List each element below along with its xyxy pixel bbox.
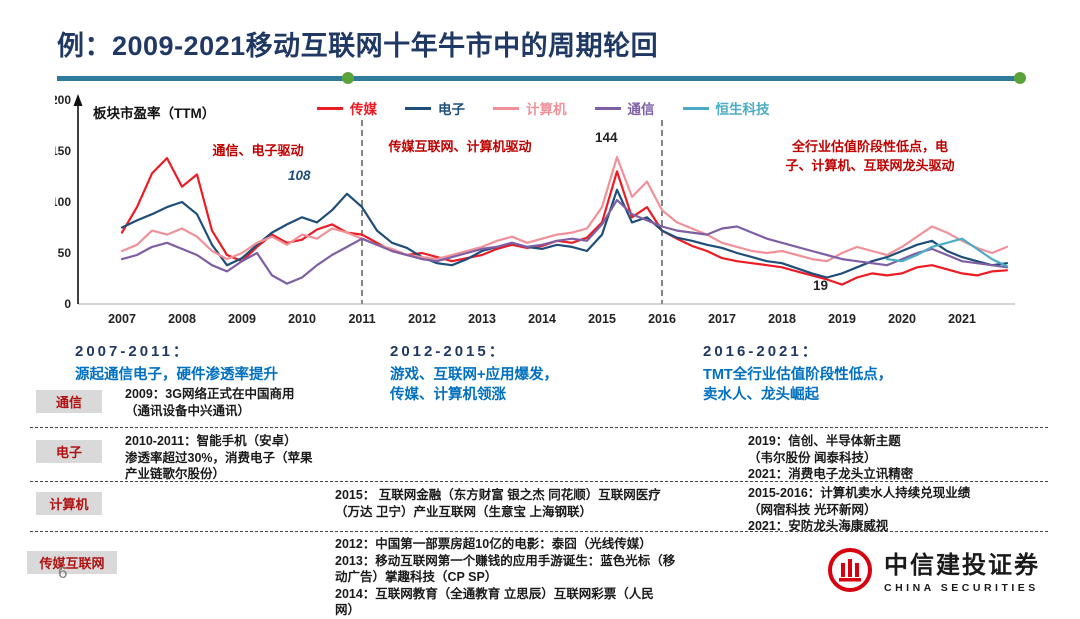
y-axis-arrow bbox=[73, 94, 83, 106]
series-line-通信 bbox=[120, 198, 1009, 285]
series-line-电子 bbox=[120, 188, 1009, 279]
x-tick-label: 2018 bbox=[768, 312, 796, 326]
period-body: 源起通信电子，硬件渗透率提升 bbox=[75, 367, 278, 383]
timeline-text: 2009：3G网络正式在中国商用 （通讯设备中兴通讯） bbox=[125, 387, 295, 418]
legend-item: 电子 bbox=[405, 98, 465, 118]
x-tick-label: 2021 bbox=[948, 312, 976, 326]
timeline-text: 2010-2011：智能手机（安卓） 渗透率超过30%，消费电子（苹果 产业链歌… bbox=[125, 434, 313, 481]
y-tick-label: 50 bbox=[58, 246, 72, 260]
period-heading: 2012-2015： bbox=[390, 343, 507, 360]
sector-tag-computer: 计算机 bbox=[36, 492, 102, 515]
underline-dot bbox=[342, 72, 354, 84]
y-tick-label: 200 bbox=[55, 93, 71, 107]
annotation-phase3: 全行业估值阶段性低点，电 子、计算机、互联网龙头驱动 bbox=[785, 139, 955, 173]
sector-tag-electronics: 电子 bbox=[36, 440, 102, 463]
period-body: TMT全行业估值阶段性低点， 卖水人、龙头崛起 bbox=[703, 367, 893, 404]
x-tick-label: 2009 bbox=[228, 312, 256, 326]
sector-tag-telecom: 通信 bbox=[36, 390, 102, 413]
legend-swatch-icon bbox=[682, 106, 709, 110]
x-tick-label: 2010 bbox=[288, 312, 316, 326]
citic-logo-icon bbox=[828, 547, 872, 592]
legend-swatch-icon bbox=[493, 106, 519, 110]
y-tick-label: 100 bbox=[55, 195, 71, 209]
period-heading: 2016-2021： bbox=[703, 343, 820, 360]
page-title: 例：2009-2021移动互联网十年牛市中的周期轮回 bbox=[57, 31, 659, 61]
company-logo: 中信建投证券 CHINA SECURITIES bbox=[826, 545, 1040, 594]
x-tick-label: 2020 bbox=[888, 312, 916, 326]
legend-swatch-icon bbox=[405, 106, 431, 110]
x-tick-label: 2017 bbox=[708, 312, 736, 326]
legend-item: 通信 bbox=[594, 98, 655, 118]
peak-label-2015: 144 bbox=[595, 130, 618, 145]
dashed-divider bbox=[30, 427, 1048, 428]
series-line-计算机 bbox=[120, 155, 1009, 263]
timeline-text: 2019：信创、半导体新主题 （韦尔股份 闻泰科技） 2021：消费电子龙头立讯… bbox=[748, 434, 914, 481]
x-tick-label: 2012 bbox=[408, 312, 436, 326]
legend-label: 电子 bbox=[438, 102, 465, 117]
legend-label: 计算机 bbox=[526, 102, 567, 117]
x-tick-label: 2007 bbox=[108, 312, 136, 326]
y-tick-label: 0 bbox=[64, 297, 71, 311]
chart-legend: 传媒 电子 计算机 通信 恒生科技 bbox=[317, 98, 770, 118]
x-tick-label: 2013 bbox=[468, 312, 496, 326]
dashed-divider bbox=[30, 481, 1048, 482]
period-summary-2016-2021: 2016-2021： TMT全行业估值阶段性低点， 卖水人、龙头崛起 bbox=[703, 340, 892, 406]
x-tick-label: 2016 bbox=[648, 312, 676, 326]
legend-swatch-icon bbox=[594, 106, 621, 110]
title-underline bbox=[57, 76, 1025, 81]
legend-label: 传媒 bbox=[350, 102, 377, 117]
x-tick-label: 2011 bbox=[348, 312, 375, 326]
brand-name-en: CHINA SECURITIES bbox=[884, 582, 1039, 594]
brand-name-cn: 中信建投证券 bbox=[884, 553, 1040, 579]
period-summary-2012-2015: 2012-2015： 游戏、互联网+应用爆发， 传媒、计算机领涨 bbox=[390, 340, 558, 406]
pe-ratio-chart: 0 50 100 150 200 2007 2008 2009 2010 2011 2012 2013… bbox=[55, 90, 1045, 340]
period-summary-2007-2011: 2007-2011： 源起通信电子，硬件渗透率提升 bbox=[75, 340, 278, 385]
period-heading: 2007-2011： bbox=[75, 343, 191, 360]
chart-title: 板块市盈率（TTM） bbox=[93, 106, 216, 121]
series-line-恒生科技 bbox=[885, 237, 1009, 268]
pe-chart-svg: 0 50 100 150 200 2007 2008 2009 2010 2011 2012 2013… bbox=[55, 93, 1015, 326]
y-tick-label: 150 bbox=[55, 144, 71, 158]
annotation-phase1: 通信、电子驱动 bbox=[212, 143, 304, 158]
page-number: 6 bbox=[58, 563, 68, 582]
timeline-text: 2012：中国第一部票房超10亿的电影：泰囧（光线传媒） 2013：移动互联网第… bbox=[335, 537, 676, 617]
legend-item: 计算机 bbox=[493, 98, 567, 118]
dashed-divider bbox=[30, 531, 1048, 532]
legend-label: 通信 bbox=[627, 102, 655, 117]
underline-dot bbox=[1014, 72, 1026, 84]
legend-item: 恒生科技 bbox=[682, 98, 770, 118]
annotation-phase2: 传媒互联网、计算机驱动 bbox=[388, 139, 532, 154]
x-tick-label: 2008 bbox=[168, 312, 196, 326]
legend-swatch-icon bbox=[317, 106, 343, 110]
period-body: 游戏、互联网+应用爆发， 传媒、计算机领涨 bbox=[390, 367, 558, 404]
peak-label-2010: 108 bbox=[288, 168, 311, 183]
low-label-2019: 19 bbox=[813, 278, 829, 293]
legend-item: 传媒 bbox=[317, 98, 377, 118]
series-line-传媒 bbox=[120, 156, 1009, 286]
x-tick-label: 2015 bbox=[588, 312, 616, 326]
x-tick-label: 2014 bbox=[528, 312, 556, 326]
timeline-text: 2015： 互联网金融（东方财富 银之杰 同花顺）互联网医疗 （万达 卫宁）产业… bbox=[335, 488, 661, 519]
x-tick-label: 2019 bbox=[828, 312, 856, 326]
legend-label: 恒生科技 bbox=[715, 102, 770, 117]
timeline-text: 2015-2016：计算机卖水人持续兑现业绩 （网宿科技 光环新网） 2021：… bbox=[748, 486, 971, 533]
sector-tag-media-internet: 传媒互联网 bbox=[27, 551, 117, 574]
